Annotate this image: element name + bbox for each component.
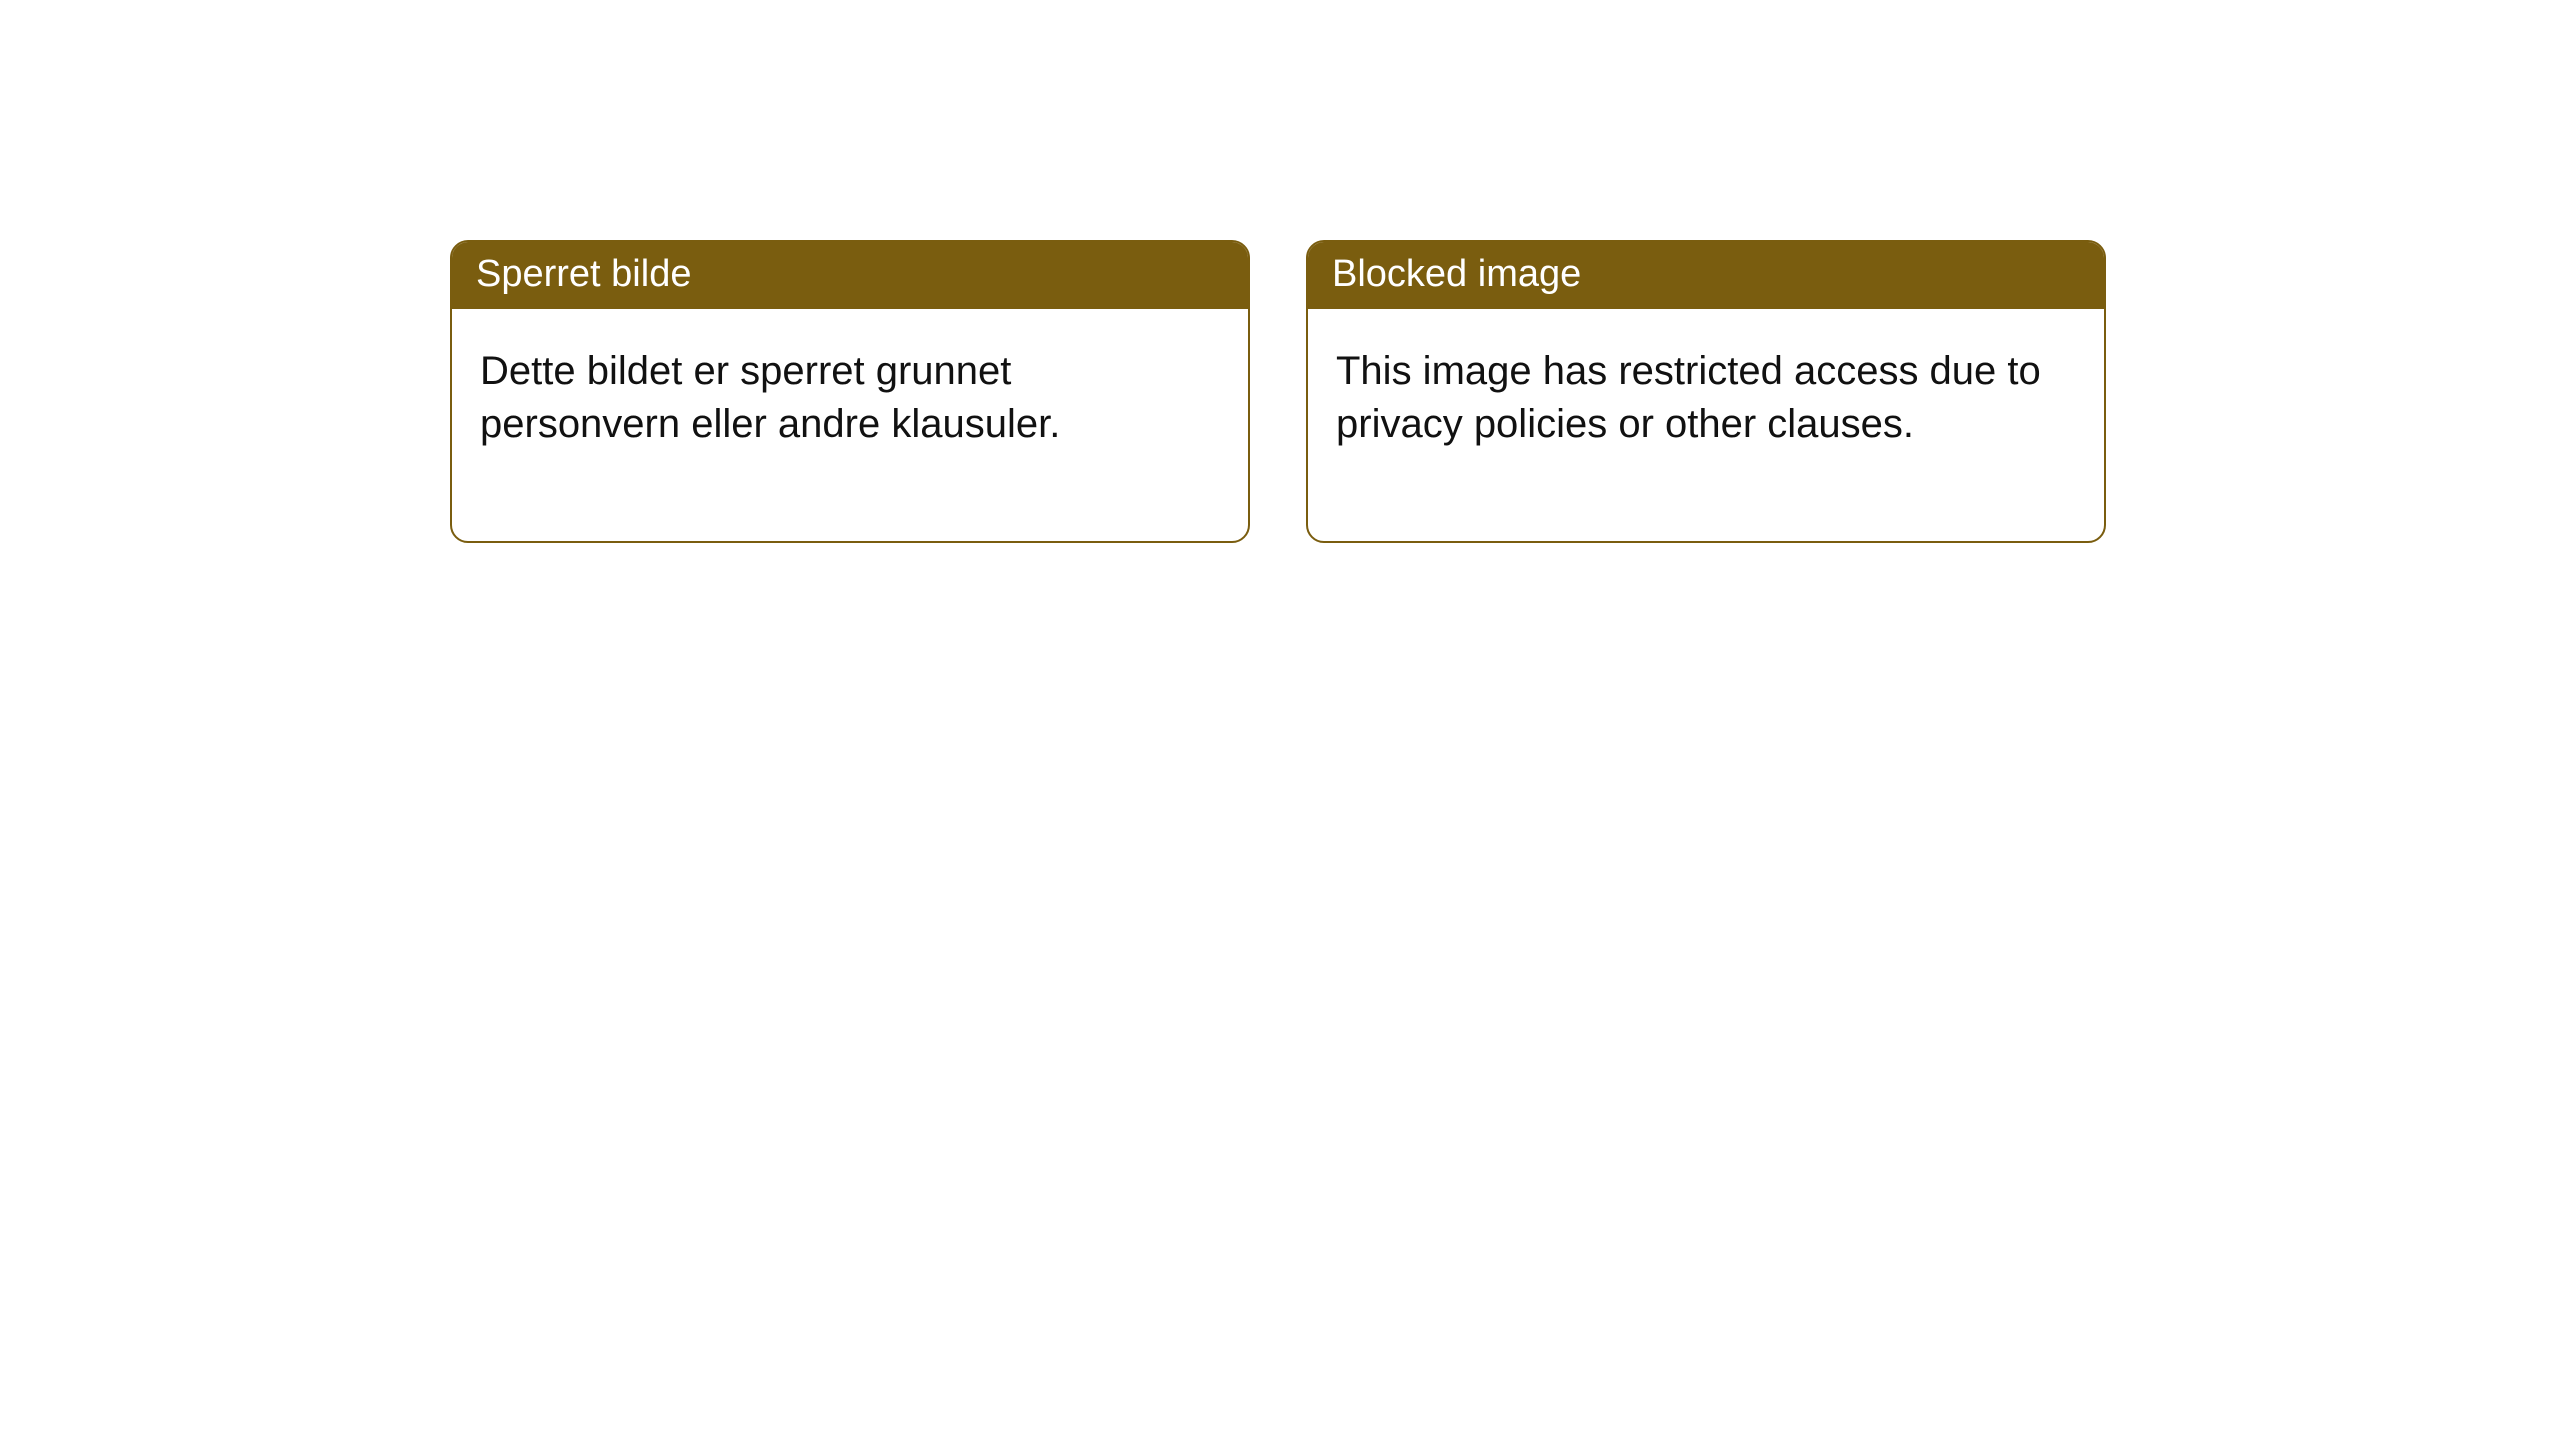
card-body-no: Dette bildet er sperret grunnet personve… (452, 309, 1248, 541)
blocked-image-card-en: Blocked image This image has restricted … (1306, 240, 2106, 543)
notice-cards-container: Sperret bilde Dette bildet er sperret gr… (0, 0, 2560, 543)
card-body-en: This image has restricted access due to … (1308, 309, 2104, 541)
card-header-en: Blocked image (1308, 242, 2104, 309)
blocked-image-card-no: Sperret bilde Dette bildet er sperret gr… (450, 240, 1250, 543)
card-header-no: Sperret bilde (452, 242, 1248, 309)
